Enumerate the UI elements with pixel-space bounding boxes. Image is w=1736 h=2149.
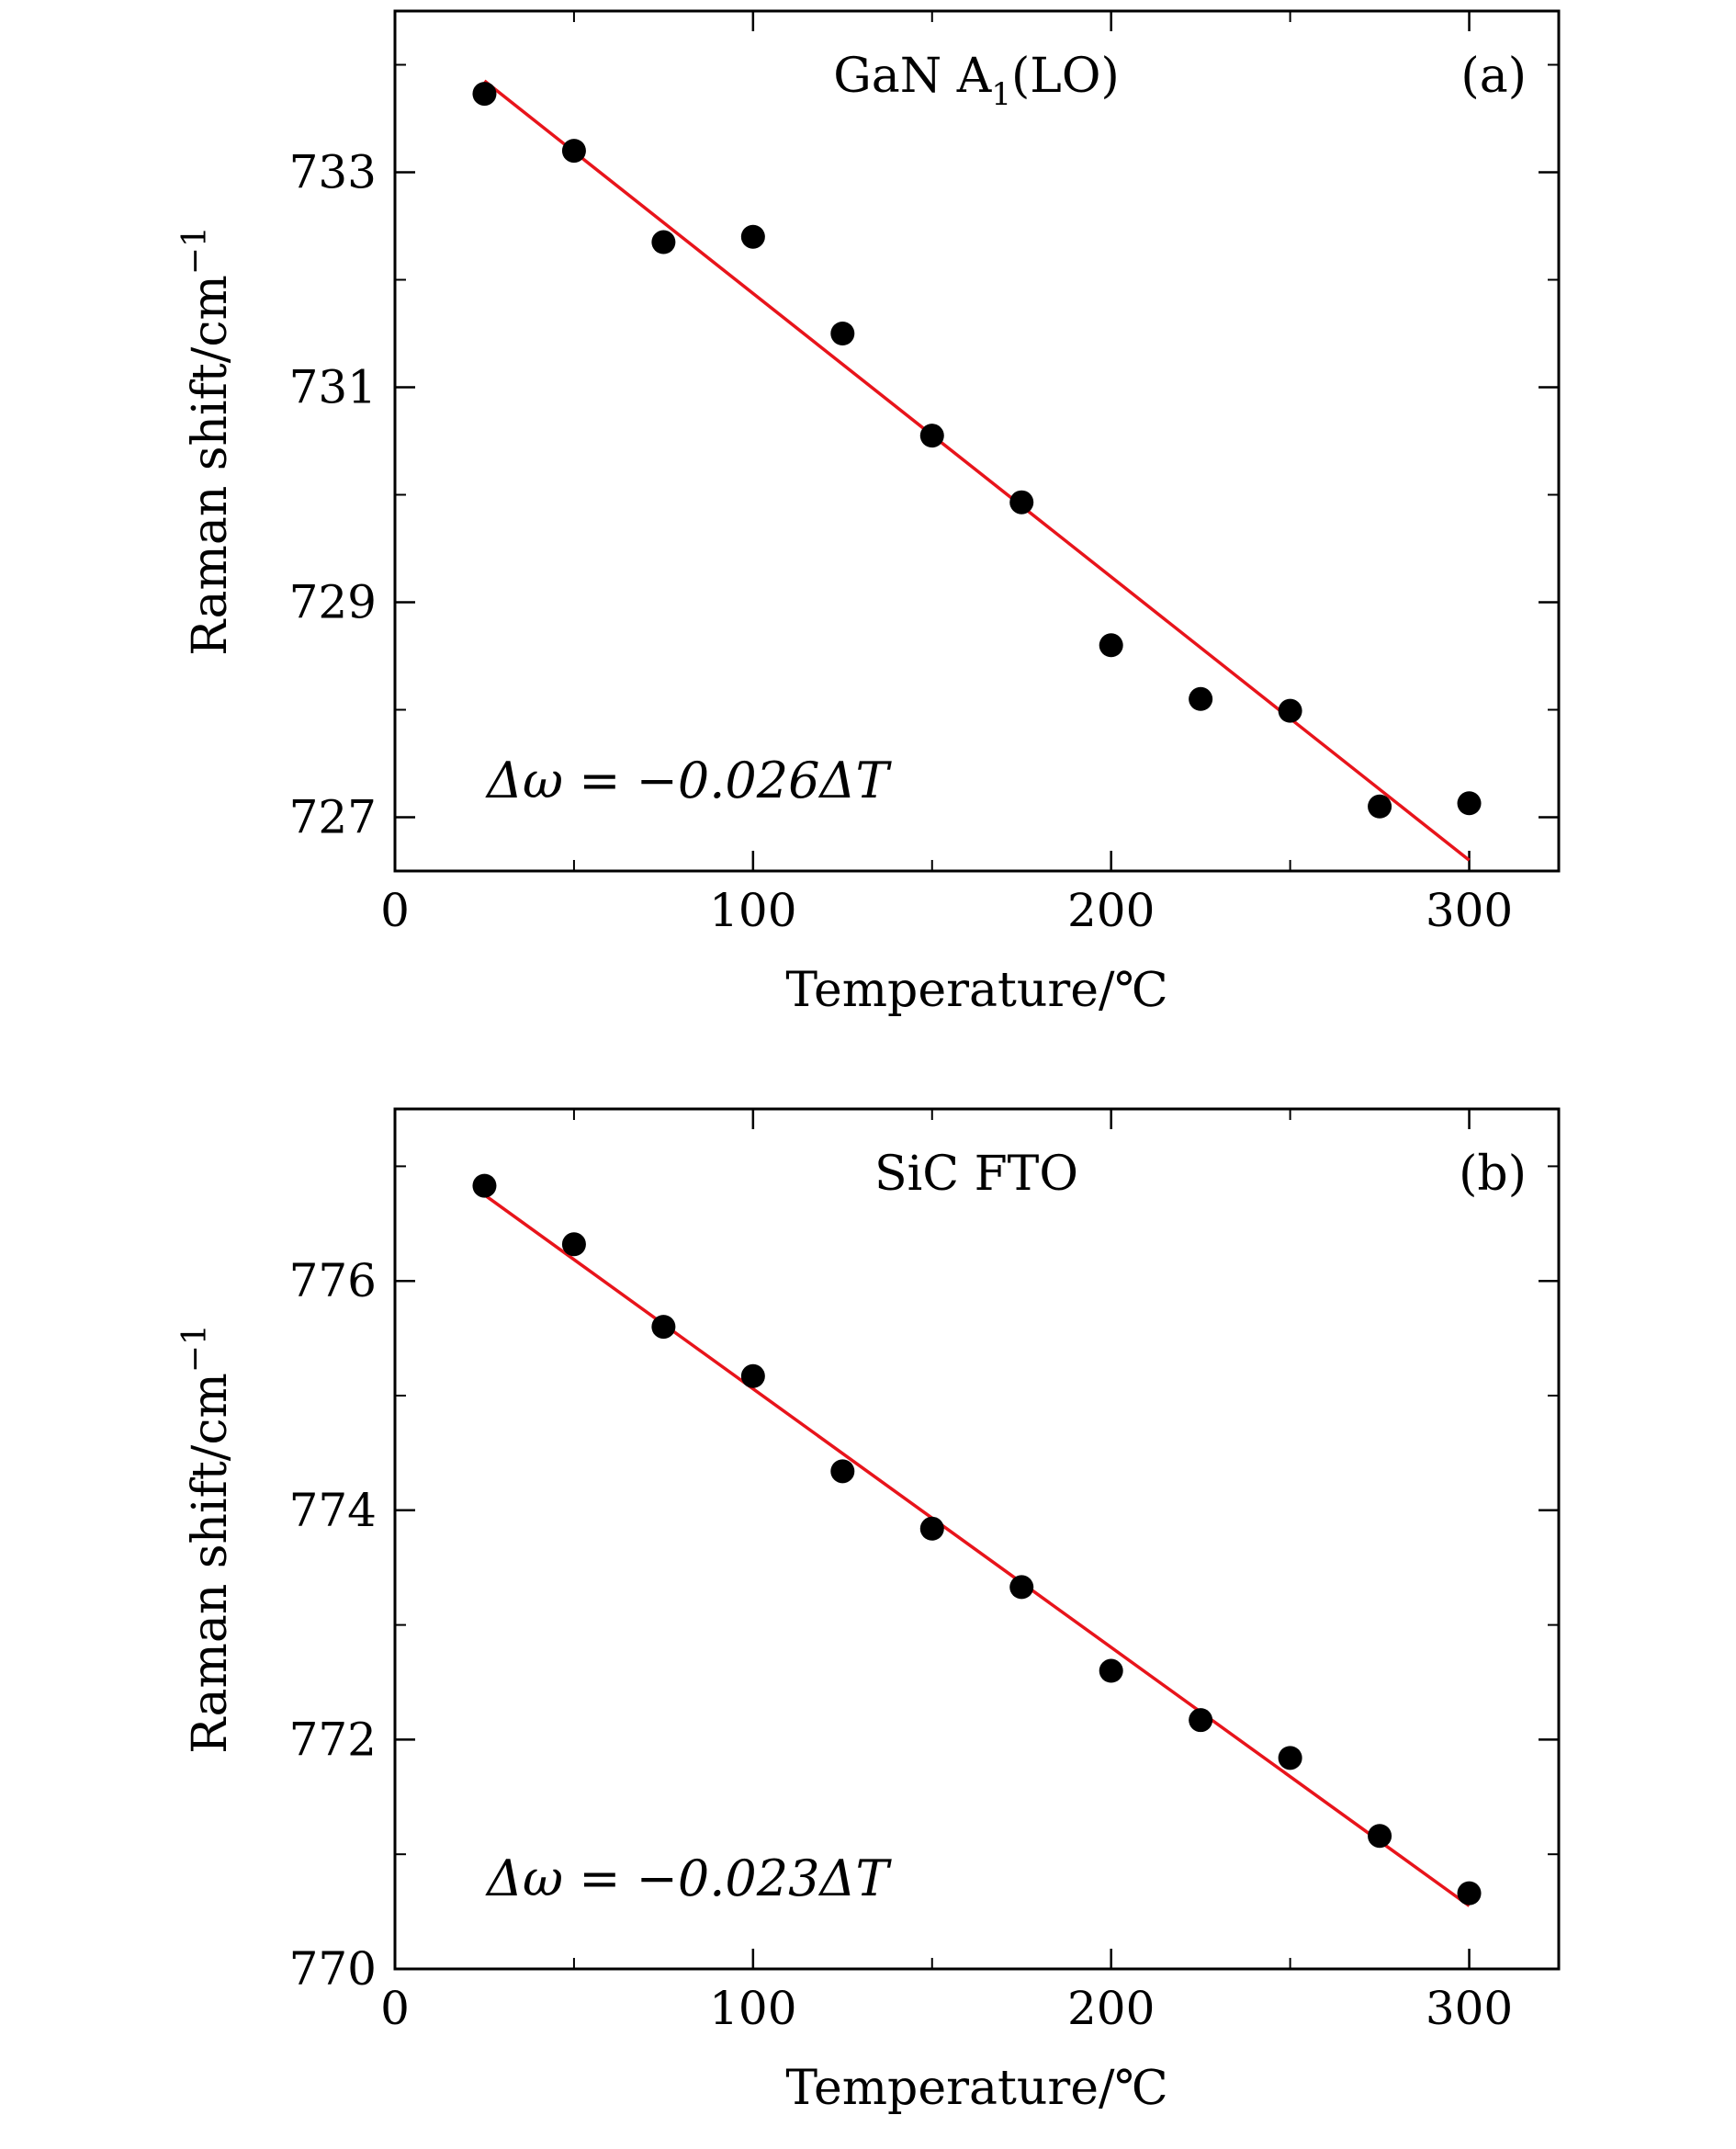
x-tick-label: 0 bbox=[380, 884, 410, 937]
data-point bbox=[1368, 1824, 1392, 1849]
data-point bbox=[1278, 698, 1302, 723]
data-point bbox=[1009, 1575, 1034, 1600]
data-point bbox=[1009, 490, 1034, 515]
data-point bbox=[561, 139, 586, 164]
data-point bbox=[561, 1232, 586, 1257]
y-tick-label: 770 bbox=[289, 1942, 377, 1996]
data-point bbox=[1189, 686, 1213, 711]
x-axis-label: Temperature/℃ bbox=[785, 963, 1167, 1018]
fit-line bbox=[483, 79, 1471, 862]
data-point bbox=[651, 230, 676, 254]
plot-frame bbox=[393, 9, 1561, 873]
x-tick-label: 0 bbox=[380, 1982, 410, 2035]
x-tick-label: 300 bbox=[1426, 884, 1513, 937]
panel-tag: (b) bbox=[1459, 1147, 1527, 1202]
data-point bbox=[1189, 1708, 1213, 1733]
x-tick-label: 100 bbox=[709, 884, 796, 937]
data-point bbox=[472, 82, 497, 107]
data-point bbox=[919, 424, 944, 448]
y-tick-label: 731 bbox=[289, 361, 377, 414]
y-tick-label: 727 bbox=[289, 791, 377, 844]
data-point bbox=[919, 1516, 944, 1541]
data-point bbox=[472, 1173, 497, 1198]
panel-title: GaN A1(LO) bbox=[833, 49, 1120, 113]
y-tick-label: 776 bbox=[289, 1254, 377, 1307]
y-tick-label: 729 bbox=[289, 576, 377, 629]
data-point bbox=[1278, 1746, 1302, 1770]
y-tick-label: 733 bbox=[289, 146, 377, 199]
fit-equation: Δω = −0.026ΔT bbox=[485, 752, 892, 809]
data-point bbox=[651, 1315, 676, 1340]
fit-line bbox=[483, 1193, 1471, 1907]
data-point bbox=[830, 1459, 855, 1484]
x-tick-label: 300 bbox=[1426, 1982, 1513, 2035]
y-tick-label: 774 bbox=[289, 1484, 377, 1537]
plot-frame bbox=[393, 1107, 1561, 1971]
panel-b: 0 100 200 300 770 772 774 776 Temperature/℃ Raman… bbox=[176, 1107, 1561, 2116]
x-axis-label: Temperature/℃ bbox=[785, 2061, 1167, 2116]
data-point bbox=[1457, 1881, 1482, 1906]
data-point bbox=[1099, 633, 1123, 658]
y-tick-label: 772 bbox=[289, 1713, 377, 1766]
data-point bbox=[1099, 1658, 1123, 1683]
panel-title: SiC FTO bbox=[874, 1147, 1078, 1202]
data-point bbox=[740, 224, 765, 249]
panel-tag: (a) bbox=[1460, 49, 1527, 104]
x-tick-label: 200 bbox=[1067, 1982, 1155, 2035]
panel-a: 0 100 200 300 727 729 731 733 Temperature/℃ Raman… bbox=[176, 9, 1561, 1018]
data-point bbox=[1368, 794, 1392, 819]
x-tick-label: 100 bbox=[709, 1982, 796, 2035]
x-tick-label: 200 bbox=[1067, 884, 1155, 937]
data-point bbox=[740, 1363, 765, 1388]
y-axis-label: Raman shift/cm−1 bbox=[176, 1324, 238, 1754]
fit-equation: Δω = −0.023ΔT bbox=[485, 1849, 892, 1907]
y-axis-label: Raman shift/cm−1 bbox=[176, 226, 238, 656]
data-point bbox=[830, 322, 855, 345]
data-point bbox=[1457, 791, 1482, 816]
